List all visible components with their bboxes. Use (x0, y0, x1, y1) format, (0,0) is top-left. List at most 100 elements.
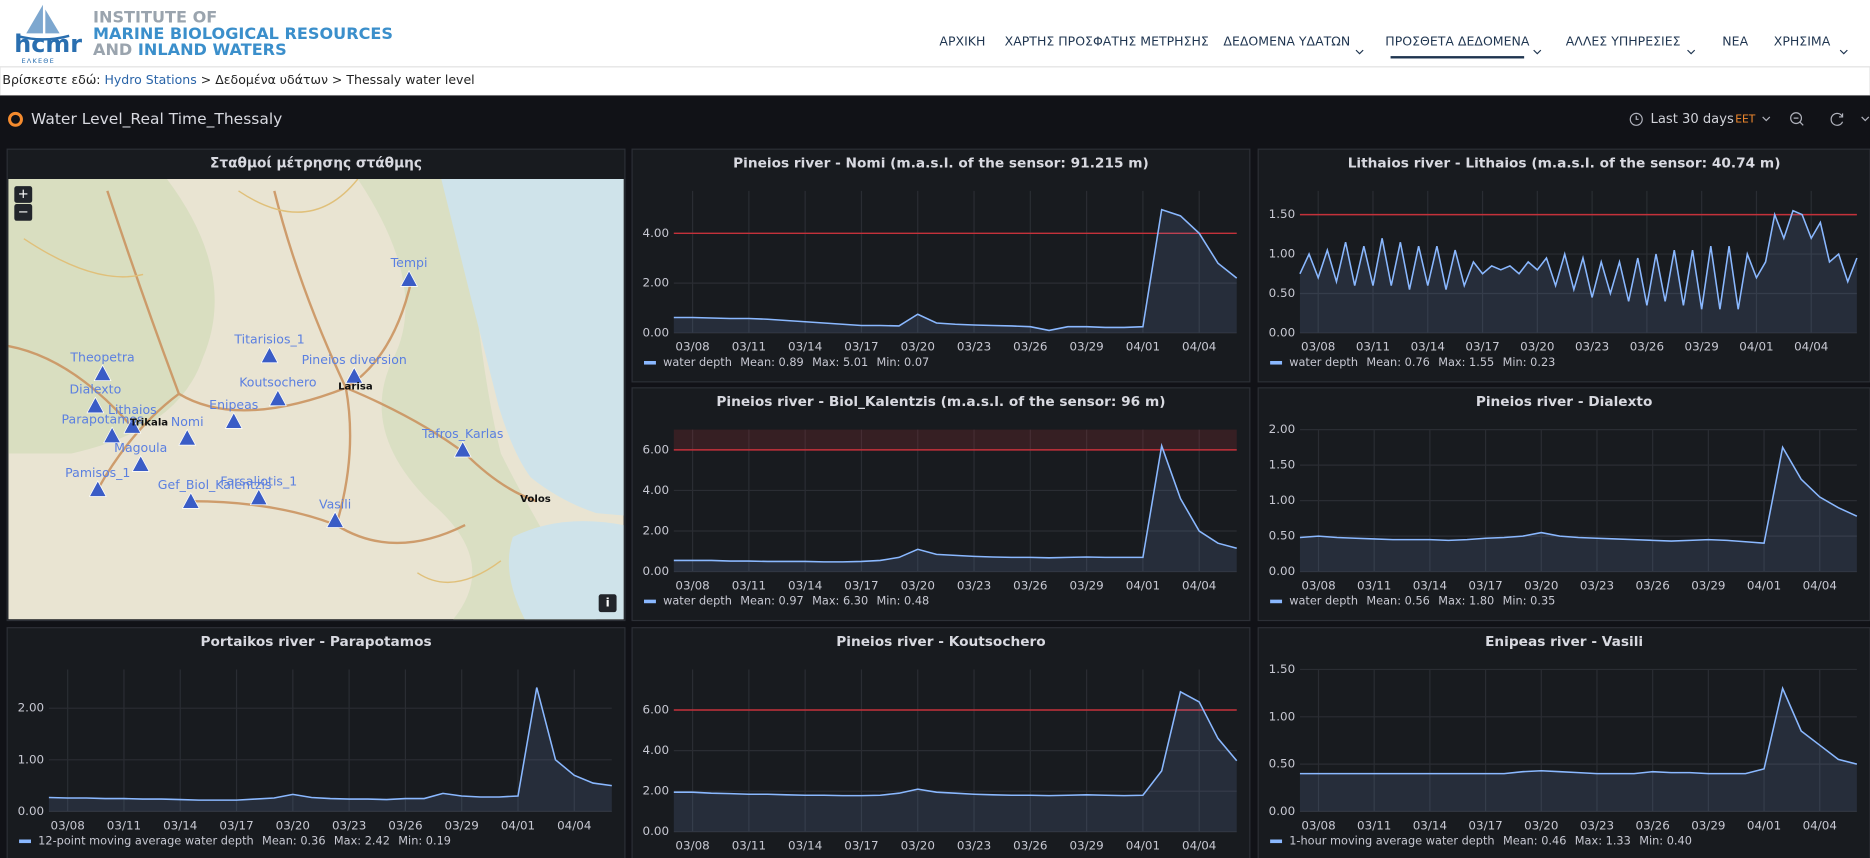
panel-title: Pineios river - Biol_Kalentzis (m.a.s.l.… (716, 394, 1165, 410)
station-marker[interactable] (260, 346, 279, 364)
station-marker[interactable] (224, 412, 243, 429)
panel-title: Pineios river - Nomi (m.a.s.l. of the se… (733, 155, 1149, 171)
nav-item[interactable]: ΧΑΡΤΗΣ ΠΡΟΣΦΑΤΗΣ ΜΕΤΡΗΣΗΣ (1005, 33, 1209, 48)
station-marker[interactable] (86, 396, 105, 414)
x-tick-label: 03/14 (1411, 340, 1445, 354)
x-tick-label: 03/17 (844, 839, 878, 853)
y-tick-label: 4.00 (643, 743, 670, 757)
x-tick-label: 03/26 (1636, 818, 1670, 832)
nav-item[interactable]: ΔΕΔΟΜΕΝΑ ΥΔΑΤΩΝ (1223, 33, 1350, 48)
legend-label[interactable]: water depth (663, 355, 732, 369)
nav-item[interactable]: ΧΡΗΣΙΜΑ (1774, 33, 1831, 48)
x-tick-label: 03/26 (1636, 578, 1670, 592)
chart-panel: Lithaios river - Lithaios (m.a.s.l. of t… (1257, 148, 1870, 383)
x-tick-label: 03/26 (1630, 340, 1664, 354)
map[interactable]: Tempi Theopetra Dialexto Titarisios_1 Pineio… (8, 178, 624, 620)
refresh-button[interactable] (1830, 112, 1870, 126)
nav-item[interactable]: ΑΛΛΕΣ ΥΠΗΡΕΣΙΕΣ (1566, 33, 1681, 48)
x-tick-label: 03/08 (1301, 340, 1335, 354)
breadcrumb-link[interactable]: Hydro Stations (105, 71, 197, 86)
nav-item[interactable]: ΠΡΟΣΘΕΤΑ ΔΕΔΟΜΕΝΑ (1385, 33, 1530, 48)
logo-ship (26, 4, 60, 34)
x-tick-label: 03/08 (51, 818, 85, 832)
dashboard-title: Water Level_Real Time_Thessaly (31, 110, 282, 129)
y-tick-label: 0.00 (1269, 564, 1296, 578)
station-marker[interactable] (103, 426, 122, 444)
area-fill (1299, 688, 1857, 812)
x-tick-label: 04/04 (1803, 578, 1837, 592)
y-tick-label: 0.00 (18, 804, 45, 818)
legend-stat: Min: 0.23 (1503, 355, 1556, 369)
x-tick-label: 03/23 (957, 839, 991, 853)
station-marker[interactable] (249, 488, 268, 506)
area-fill (1299, 210, 1857, 333)
breadcrumb-item[interactable]: Δεδομένα υδάτων (215, 71, 328, 86)
x-tick-label: 04/04 (1182, 578, 1216, 592)
clock-hands (1635, 115, 1639, 120)
station-marker[interactable] (93, 364, 112, 382)
legend-stat: Min: 0.19 (398, 833, 451, 847)
panel-title: Σταθμοί μέτρησης στάθμης (210, 155, 422, 171)
station-label: Titarisios_1 (233, 332, 304, 347)
series-line (673, 208, 1238, 332)
nav-item[interactable]: ΝΕΑ (1722, 33, 1748, 48)
legend-label[interactable]: 12-point moving average water depth (38, 833, 254, 847)
x-tick-label: 03/17 (219, 818, 253, 832)
station-marker[interactable] (123, 416, 142, 434)
logo[interactable]: hcmr ΕΛΚΕΘΕ INSTITUTE OF MARINE BIOLOGIC… (14, 4, 393, 65)
institute-line: AND INLAND WATERS (93, 40, 287, 59)
main-nav: ΑΡΧΙΚΗ ΧΑΡΤΗΣ ΠΡΟΣΦΑΤΗΣ ΜΕΤΡΗΣΗΣ ΔΕΔΟΜΕΝ… (939, 33, 1848, 59)
station-marker[interactable] (268, 389, 287, 407)
legend-label[interactable]: water depth (1289, 355, 1358, 369)
nav-chevron[interactable] (1839, 49, 1848, 55)
zoom-out-button[interactable] (14, 204, 33, 221)
chart-panel: Pineios river - Dialexto 0.00 0.50 1.00 1.50… (1257, 387, 1870, 622)
legend-label[interactable]: 1-hour moving average water depth (1289, 833, 1494, 847)
map-info-button[interactable] (598, 594, 617, 613)
x-tick-label: 04/04 (1182, 340, 1216, 354)
series-line (48, 687, 612, 801)
station-marker[interactable] (345, 366, 364, 384)
legend-label[interactable]: water depth (1289, 593, 1358, 607)
x-tick-label: 03/29 (1069, 340, 1103, 354)
station-marker[interactable] (181, 492, 200, 509)
x-tick-label: 03/23 (957, 578, 991, 592)
y-tick-label: 0.00 (1269, 325, 1296, 339)
station-label: Nomi (171, 414, 204, 429)
y-tick-label: 2.00 (643, 524, 670, 538)
nav-chevron[interactable] (1533, 49, 1542, 55)
icon (1793, 117, 1804, 126)
x-tick-label: 03/11 (107, 818, 141, 832)
station-label: Enipeas (209, 397, 258, 412)
nav-item[interactable]: ΑΡΧΙΚΗ (939, 33, 985, 48)
charts: Pineios river - Nomi (m.a.s.l. of the se… (6, 148, 1870, 858)
x-tick-label: 03/11 (732, 578, 766, 592)
station-marker[interactable] (400, 270, 419, 287)
legend-label[interactable]: water depth (663, 593, 732, 607)
nav-chevron[interactable] (1687, 49, 1696, 55)
station-marker[interactable] (131, 455, 150, 472)
zoom-out-button[interactable] (1790, 112, 1804, 126)
time-picker[interactable]: Last 30 days EET (1629, 112, 1771, 127)
zoom-in-button[interactable] (14, 186, 33, 203)
station-marker[interactable] (88, 480, 107, 497)
x-tick-label: 03/20 (901, 578, 935, 592)
nav-chevron[interactable] (1355, 49, 1364, 55)
station-label: Gef_Biol_Kalentzis (158, 477, 272, 492)
x-tick-label: 04/04 (1794, 340, 1828, 354)
panel-frame (631, 627, 1251, 858)
map-roads-minor (23, 178, 502, 584)
x-tick-label: 03/11 (732, 340, 766, 354)
station-marker[interactable] (178, 428, 197, 446)
x-tick-label: 03/11 (732, 839, 766, 853)
legend-stat: Mean: 0.89 (740, 355, 803, 369)
grafana-icon[interactable] (8, 111, 23, 127)
station-marker[interactable] (453, 440, 472, 458)
station-label: Farsaliotis_1 (220, 474, 297, 489)
city-label: Volos (520, 494, 551, 505)
y-tick-label: 1.50 (1269, 207, 1296, 221)
series-line (1299, 685, 1858, 775)
x-tick-label: 03/29 (1685, 340, 1719, 354)
station-marker[interactable] (326, 511, 345, 528)
